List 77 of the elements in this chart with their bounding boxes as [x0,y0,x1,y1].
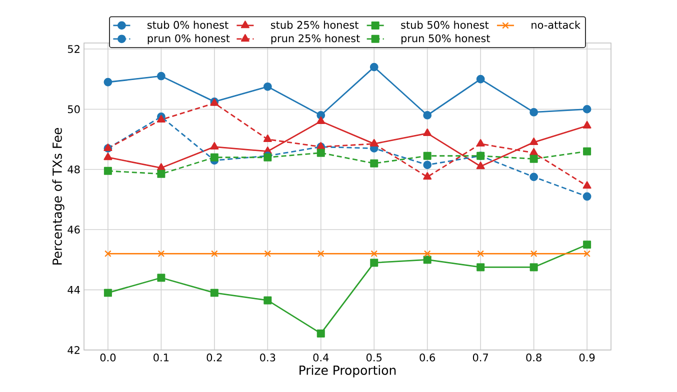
x-tick-label: 0.5 [366,354,382,362]
point [423,256,432,264]
point [210,153,218,162]
point [104,250,112,258]
point [530,108,538,116]
point [316,148,325,157]
point [156,72,166,80]
point [423,111,432,120]
y-tick-label: 48 [68,165,80,174]
legend-label: prun 50% honest [401,34,490,44]
point [370,250,378,258]
point [104,78,112,86]
x-tick-label: 0.4 [313,354,329,362]
x-tick-label: 0.6 [420,354,435,362]
point [317,250,324,258]
point [157,274,166,282]
y-tick-label: 42 [68,346,80,354]
legend-label: prun 0% honest [148,34,230,44]
point [423,172,432,180]
legend-label: stub 50% honest [401,20,489,29]
point [582,120,592,128]
point [104,288,112,297]
point [263,82,272,91]
point [582,192,592,201]
point [582,181,592,189]
point [423,128,432,136]
point [583,147,592,156]
y-tick-label: 44 [68,286,80,294]
y-tick-label: 50 [68,105,80,114]
point [530,138,538,146]
point [104,166,112,175]
point [530,154,538,163]
point [530,148,538,156]
point [264,296,272,304]
y-tick-label: 52 [68,45,80,53]
point [582,105,592,114]
point [476,263,485,272]
point [530,172,538,182]
point [104,152,112,160]
point [477,250,484,258]
point [316,116,326,124]
point [210,288,218,297]
point [370,62,378,72]
x-tick-label: 0.1 [154,354,169,362]
x-tick-label: 0.7 [472,354,488,362]
point [424,250,431,258]
point [370,258,378,267]
x-axis-title: Prize Proportion [300,365,396,378]
point [476,74,485,84]
point [370,159,378,168]
x-tick-label: 0.2 [206,354,222,362]
legend-label: no-attack [532,20,580,29]
point [476,139,485,147]
point [316,329,325,338]
point [584,250,590,258]
point [530,250,538,258]
point [476,162,485,170]
legend-label: stub 25% honest [270,20,358,29]
point [158,250,165,258]
point [210,250,218,258]
y-axis-title: Percentage of TXs Fee [52,128,64,264]
x-tick-label: 0.9 [579,354,595,362]
point [583,240,592,249]
point [423,152,432,160]
y-tick-label: 46 [68,226,80,234]
x-tick-label: 0.8 [526,354,542,362]
point [210,142,219,150]
legend-label: stub 0% honest [147,20,228,29]
point [264,250,272,258]
point [156,163,166,171]
x-tick-label: 0.0 [100,354,116,362]
point [157,170,166,178]
point [263,134,272,142]
point [530,263,538,272]
point [423,160,432,170]
legend-label: prun 25% honest [271,34,360,44]
x-tick-label: 0.3 [260,354,276,362]
